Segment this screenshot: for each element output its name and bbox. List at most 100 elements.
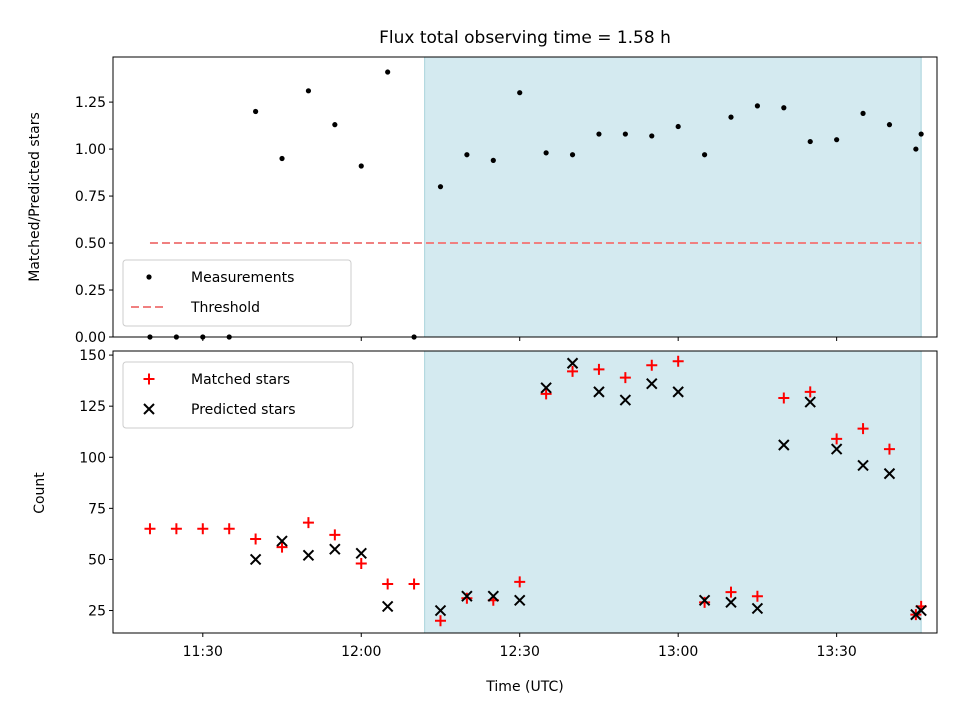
measurement-point xyxy=(569,152,576,158)
measurement-point xyxy=(279,155,285,162)
x-tick-label: 12:00 xyxy=(341,644,381,660)
measurement-points xyxy=(147,69,924,340)
y-tick-label: 150 xyxy=(79,348,106,364)
measurement-point xyxy=(543,150,549,156)
matched-star-point xyxy=(883,443,895,455)
matched-star-point xyxy=(619,372,631,384)
measurement-point xyxy=(807,138,813,145)
measurement-point xyxy=(305,88,312,94)
measurement-point xyxy=(332,122,338,128)
top-y-axis-ticks: 0.00 0.25 0.50 0.75 1.00 1.25 xyxy=(75,95,113,346)
predicted-star-point xyxy=(698,594,711,607)
predicted-star-point xyxy=(381,600,394,613)
measurement-point xyxy=(918,131,924,137)
predicted-star-point xyxy=(540,382,552,394)
observing-window-highlight xyxy=(424,56,922,338)
legend-label: Predicted stars xyxy=(191,402,296,418)
predicted-star-point xyxy=(461,590,473,602)
count-points xyxy=(144,355,927,627)
y-tick-label: 0.25 xyxy=(75,283,106,299)
observing-window-highlight-bottom xyxy=(424,350,922,634)
matched-star-point xyxy=(170,523,182,535)
top-x-axis-ticks xyxy=(202,337,838,341)
matched-star-point xyxy=(276,541,288,553)
measurement-point xyxy=(860,110,866,116)
predicted-star-point xyxy=(804,396,816,408)
predicted-star-point xyxy=(249,553,262,566)
matched-star-point xyxy=(646,359,658,371)
predicted-star-point xyxy=(276,535,288,547)
x-tick-label: 12:30 xyxy=(500,644,540,660)
predicted-star-point xyxy=(487,590,500,602)
predicted-star-point xyxy=(646,377,658,390)
measurement-point xyxy=(913,146,919,152)
matched-star-point xyxy=(514,576,526,588)
predicted-star-point xyxy=(915,604,927,617)
measurement-point xyxy=(490,157,496,163)
y-tick-label: 100 xyxy=(79,450,106,466)
y-tick-label: 125 xyxy=(79,399,106,415)
legend-box xyxy=(122,259,352,327)
measurement-point xyxy=(649,133,655,139)
legend-marker-measurements xyxy=(146,274,152,280)
matched-star-point xyxy=(699,596,711,608)
measurement-point xyxy=(596,131,602,137)
matched-star-point xyxy=(329,529,341,541)
measurement-point xyxy=(781,105,787,111)
predicted-star-point xyxy=(566,357,579,369)
legend-label: Measurements xyxy=(191,270,294,286)
predicted-star-point xyxy=(434,604,447,617)
measurement-point xyxy=(622,131,628,137)
matched-star-point xyxy=(223,523,235,535)
matched-star-point xyxy=(355,558,367,570)
predicted-star-point xyxy=(619,394,632,406)
matched-star-point xyxy=(672,355,684,367)
count-panel: 25 50 75 100 125 150 11:30 12:00 12:30 13:00 13:3… xyxy=(32,348,938,695)
top-legend: Measurements Threshold xyxy=(122,259,352,327)
matched-star-point xyxy=(804,386,816,398)
matched-star-point xyxy=(302,517,314,529)
matched-star-point xyxy=(593,363,605,375)
predicted-star-point xyxy=(857,459,869,472)
measurement-point xyxy=(253,108,259,115)
legend-box xyxy=(122,361,354,429)
matched-star-point xyxy=(144,523,156,535)
y-tick-label: 25 xyxy=(88,604,106,620)
bottom-y-axis-label: Count xyxy=(32,472,48,514)
y-tick-label: 1.25 xyxy=(75,95,106,111)
matched-star-point xyxy=(567,365,579,377)
predicted-star-point xyxy=(329,543,341,555)
x-tick-label: 13:00 xyxy=(658,644,698,660)
predicted-star-point xyxy=(883,467,896,480)
predicted-star-point xyxy=(830,443,843,455)
predicted-star-point xyxy=(672,386,684,398)
legend-marker-predicted xyxy=(143,403,155,415)
matched-star-point xyxy=(197,523,209,535)
measurement-panel: 0.00 0.25 0.50 0.75 1.00 1.25 Flux total obse… xyxy=(27,28,938,346)
x-tick-label: 13:30 xyxy=(816,644,856,660)
top-y-axis-label: Matched/Predicted stars xyxy=(27,112,43,282)
bottom-legend: Matched stars Predicted stars xyxy=(122,361,354,429)
y-tick-label: 1.00 xyxy=(75,142,106,158)
matched-star-point xyxy=(725,586,737,598)
y-tick-label: 50 xyxy=(88,552,106,568)
predicted-star-point xyxy=(514,594,526,607)
x-axis-label: Time (UTC) xyxy=(485,679,563,695)
measurement-point xyxy=(834,137,840,143)
predicted-star-point xyxy=(593,386,605,398)
measurement-point xyxy=(517,90,523,96)
x-tick-label: 11:30 xyxy=(183,644,223,660)
predicted-star-point xyxy=(725,596,737,609)
predicted-star-point xyxy=(778,439,790,451)
measurement-point xyxy=(464,152,470,158)
bottom-x-axis-ticks: 11:30 12:00 12:30 13:00 13:30 xyxy=(183,633,857,660)
matched-star-point xyxy=(382,578,394,590)
matched-star-point xyxy=(831,433,843,445)
matched-star-point xyxy=(408,578,420,590)
measurement-point xyxy=(701,152,708,158)
measurement-point xyxy=(754,103,761,109)
matched-star-point xyxy=(461,592,473,604)
legend-label: Matched stars xyxy=(191,372,290,388)
y-tick-label: 0.75 xyxy=(75,189,106,205)
